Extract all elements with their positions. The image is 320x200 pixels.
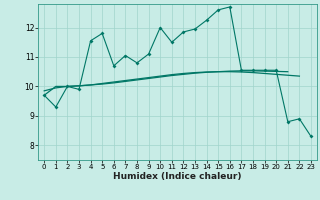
X-axis label: Humidex (Indice chaleur): Humidex (Indice chaleur) [113, 172, 242, 181]
